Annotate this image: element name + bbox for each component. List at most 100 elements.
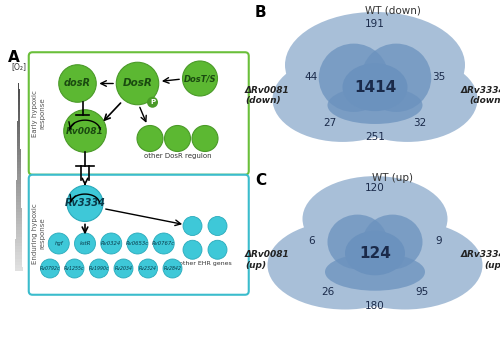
Text: ΔRv3334
(up): ΔRv3334 (up) xyxy=(460,250,500,269)
Bar xyxy=(16,249,22,252)
Text: Rv2034: Rv2034 xyxy=(114,266,132,271)
Bar xyxy=(17,139,20,143)
Bar xyxy=(16,221,22,224)
Circle shape xyxy=(183,240,202,259)
Text: 26: 26 xyxy=(321,287,334,298)
Text: Rv0081: Rv0081 xyxy=(66,127,104,135)
Bar xyxy=(18,83,20,87)
Bar xyxy=(15,255,22,259)
Bar xyxy=(16,211,22,215)
Bar xyxy=(18,105,20,108)
Bar xyxy=(16,214,22,218)
Bar xyxy=(16,202,22,206)
Bar xyxy=(17,152,20,155)
Circle shape xyxy=(59,65,96,102)
Bar xyxy=(18,102,20,105)
Bar xyxy=(16,205,22,209)
Ellipse shape xyxy=(328,215,388,269)
Bar xyxy=(17,145,20,149)
Ellipse shape xyxy=(362,215,422,269)
Ellipse shape xyxy=(338,56,478,142)
Circle shape xyxy=(114,259,133,278)
Bar xyxy=(17,136,20,140)
Text: 120: 120 xyxy=(365,183,385,193)
Bar xyxy=(16,218,22,221)
Text: Rv0653c: Rv0653c xyxy=(126,241,149,246)
Bar xyxy=(17,133,20,136)
Circle shape xyxy=(40,259,60,278)
Bar xyxy=(15,267,22,271)
Text: ΔRv0081
(down): ΔRv0081 (down) xyxy=(245,86,290,105)
Text: Rv2324: Rv2324 xyxy=(139,266,157,271)
Circle shape xyxy=(147,97,158,108)
Text: 27: 27 xyxy=(324,118,336,128)
Text: WT (down): WT (down) xyxy=(364,5,420,15)
Bar xyxy=(17,158,20,162)
Bar xyxy=(18,123,20,127)
Circle shape xyxy=(153,233,174,254)
Text: DosT/S: DosT/S xyxy=(184,74,216,83)
Text: A: A xyxy=(8,50,19,65)
Circle shape xyxy=(182,61,218,96)
Bar xyxy=(16,236,22,240)
Bar xyxy=(18,92,20,96)
Text: 251: 251 xyxy=(365,132,385,142)
Ellipse shape xyxy=(361,44,431,112)
Bar xyxy=(16,252,22,255)
Bar xyxy=(17,161,20,165)
Circle shape xyxy=(137,126,163,152)
Text: B: B xyxy=(255,5,266,20)
Text: Enduring hypoxic
response: Enduring hypoxic response xyxy=(32,203,45,264)
FancyBboxPatch shape xyxy=(29,52,249,175)
Bar xyxy=(16,177,21,180)
Circle shape xyxy=(74,233,96,254)
Text: 180: 180 xyxy=(365,301,385,311)
Text: Rv2842: Rv2842 xyxy=(164,266,182,271)
Bar xyxy=(16,246,22,249)
Circle shape xyxy=(64,110,106,152)
Bar xyxy=(16,199,22,202)
Text: Rv1255c: Rv1255c xyxy=(64,266,85,271)
Bar xyxy=(16,164,21,168)
Bar xyxy=(18,117,20,121)
Bar xyxy=(17,142,20,146)
Text: dosR: dosR xyxy=(64,79,91,89)
Bar xyxy=(16,208,22,212)
Bar xyxy=(16,183,21,187)
Bar xyxy=(16,167,21,171)
Text: 124: 124 xyxy=(359,246,391,261)
Bar xyxy=(16,224,22,227)
Text: 1414: 1414 xyxy=(354,80,396,95)
Text: DosR: DosR xyxy=(122,79,152,89)
Bar xyxy=(16,239,22,243)
Circle shape xyxy=(90,259,108,278)
Bar xyxy=(18,86,20,90)
Bar xyxy=(18,120,20,124)
Ellipse shape xyxy=(272,56,412,142)
Text: 44: 44 xyxy=(304,72,318,82)
Ellipse shape xyxy=(319,44,389,112)
Circle shape xyxy=(138,259,158,278)
Text: 32: 32 xyxy=(414,118,426,128)
Bar xyxy=(16,196,22,199)
Text: Rv0767c: Rv0767c xyxy=(152,241,176,246)
Bar xyxy=(16,189,21,193)
Circle shape xyxy=(208,240,227,259)
Circle shape xyxy=(67,185,103,222)
Bar xyxy=(18,108,20,111)
Bar xyxy=(16,192,21,196)
Text: kstR: kstR xyxy=(80,241,90,246)
Bar xyxy=(16,233,22,237)
Bar xyxy=(17,149,20,152)
Circle shape xyxy=(183,216,202,236)
FancyBboxPatch shape xyxy=(29,175,249,295)
Text: P: P xyxy=(150,99,155,105)
Bar xyxy=(15,261,22,265)
Ellipse shape xyxy=(328,87,422,124)
Ellipse shape xyxy=(345,231,405,275)
Bar xyxy=(16,180,21,184)
Circle shape xyxy=(163,259,182,278)
Text: 191: 191 xyxy=(365,19,385,29)
Ellipse shape xyxy=(302,176,448,262)
Text: Early hypoxic
response: Early hypoxic response xyxy=(32,90,45,137)
